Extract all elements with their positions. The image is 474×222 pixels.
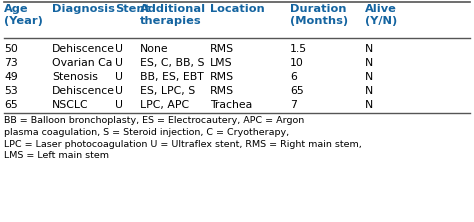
Text: 1.5: 1.5 — [290, 44, 307, 54]
Text: Stent: Stent — [115, 4, 150, 14]
Text: 49: 49 — [4, 72, 18, 82]
Text: RMS: RMS — [210, 72, 234, 82]
Text: 50: 50 — [4, 44, 18, 54]
Text: 53: 53 — [4, 86, 18, 96]
Text: Age
(Year): Age (Year) — [4, 4, 43, 26]
Text: None: None — [140, 44, 169, 54]
Text: Dehiscence: Dehiscence — [52, 44, 115, 54]
Text: RMS: RMS — [210, 44, 234, 54]
Text: U: U — [115, 44, 123, 54]
Text: 10: 10 — [290, 58, 304, 68]
Text: Trachea: Trachea — [210, 100, 252, 110]
Text: N: N — [365, 100, 373, 110]
Text: ES, C, BB, S: ES, C, BB, S — [140, 58, 204, 68]
Text: BB = Balloon bronchoplasty, ES = Electrocautery, APC = Argon
plasma coagulation,: BB = Balloon bronchoplasty, ES = Electro… — [4, 116, 362, 161]
Text: U: U — [115, 72, 123, 82]
Text: ES, LPC, S: ES, LPC, S — [140, 86, 195, 96]
Text: Stenosis: Stenosis — [52, 72, 98, 82]
Text: LMS: LMS — [210, 58, 233, 68]
Text: BB, ES, EBT: BB, ES, EBT — [140, 72, 204, 82]
Text: N: N — [365, 44, 373, 54]
Text: Additional
therapies: Additional therapies — [140, 4, 206, 26]
Text: 73: 73 — [4, 58, 18, 68]
Text: N: N — [365, 86, 373, 96]
Text: Diagnosis: Diagnosis — [52, 4, 115, 14]
Text: 6: 6 — [290, 72, 297, 82]
Text: U: U — [115, 86, 123, 96]
Text: Duration
(Months): Duration (Months) — [290, 4, 348, 26]
Text: U: U — [115, 58, 123, 68]
Text: 7: 7 — [290, 100, 297, 110]
Text: LPC, APC: LPC, APC — [140, 100, 189, 110]
Text: Alive
(Y/N): Alive (Y/N) — [365, 4, 397, 26]
Text: 65: 65 — [4, 100, 18, 110]
Text: N: N — [365, 72, 373, 82]
Text: NSCLC: NSCLC — [52, 100, 89, 110]
Text: Location: Location — [210, 4, 265, 14]
Text: U: U — [115, 100, 123, 110]
Text: 65: 65 — [290, 86, 304, 96]
Text: N: N — [365, 58, 373, 68]
Text: Dehiscence: Dehiscence — [52, 86, 115, 96]
Text: Ovarian Ca: Ovarian Ca — [52, 58, 112, 68]
Text: RMS: RMS — [210, 86, 234, 96]
